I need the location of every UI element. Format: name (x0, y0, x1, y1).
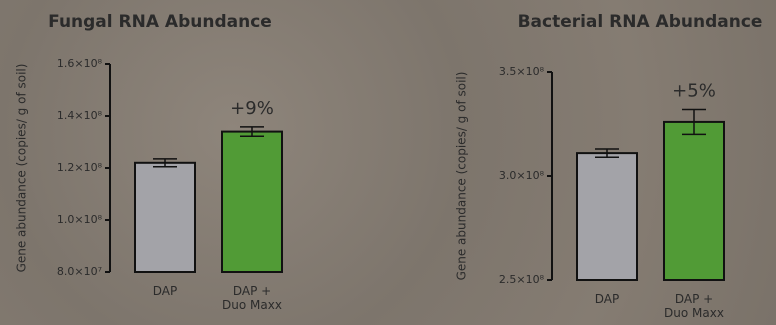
x-tick-label: DAP (152, 284, 178, 298)
error-bar (153, 158, 177, 168)
bar (134, 161, 196, 273)
y-tick-label: 1.4×10⁸ (57, 109, 103, 122)
x-tick-label: DAP + Duo Maxx (222, 284, 282, 312)
y-axis-label: Gene abundance (copies/ g of soil) (15, 64, 29, 273)
x-tick-label: DAP + Duo Maxx (664, 292, 724, 320)
x-tick-label: DAP (594, 292, 620, 306)
y-tick-label: 1.6×10⁸ (57, 57, 103, 70)
chart-title: Bacterial RNA Abundance (518, 12, 763, 32)
bar (221, 130, 283, 273)
y-tick-label: 1.0×10⁸ (57, 213, 103, 226)
y-tick-label: 1.2×10⁸ (57, 161, 103, 174)
error-bar (595, 148, 619, 159)
y-axis-label: Gene abundance (copies/ g of soil) (455, 72, 469, 281)
error-bar (240, 126, 264, 138)
bar (663, 120, 725, 281)
y-tick-label: 8.0×10⁷ (57, 265, 102, 278)
error-bar (682, 108, 706, 136)
y-tick-label: 3.0×10⁸ (499, 169, 545, 182)
chart-title: Fungal RNA Abundance (48, 12, 272, 32)
annotation: +5% (672, 80, 716, 101)
y-tick-label: 3.5×10⁸ (499, 65, 545, 78)
bar (576, 152, 638, 281)
annotation: +9% (230, 98, 274, 119)
y-tick-label: 2.5×10⁸ (499, 273, 545, 286)
